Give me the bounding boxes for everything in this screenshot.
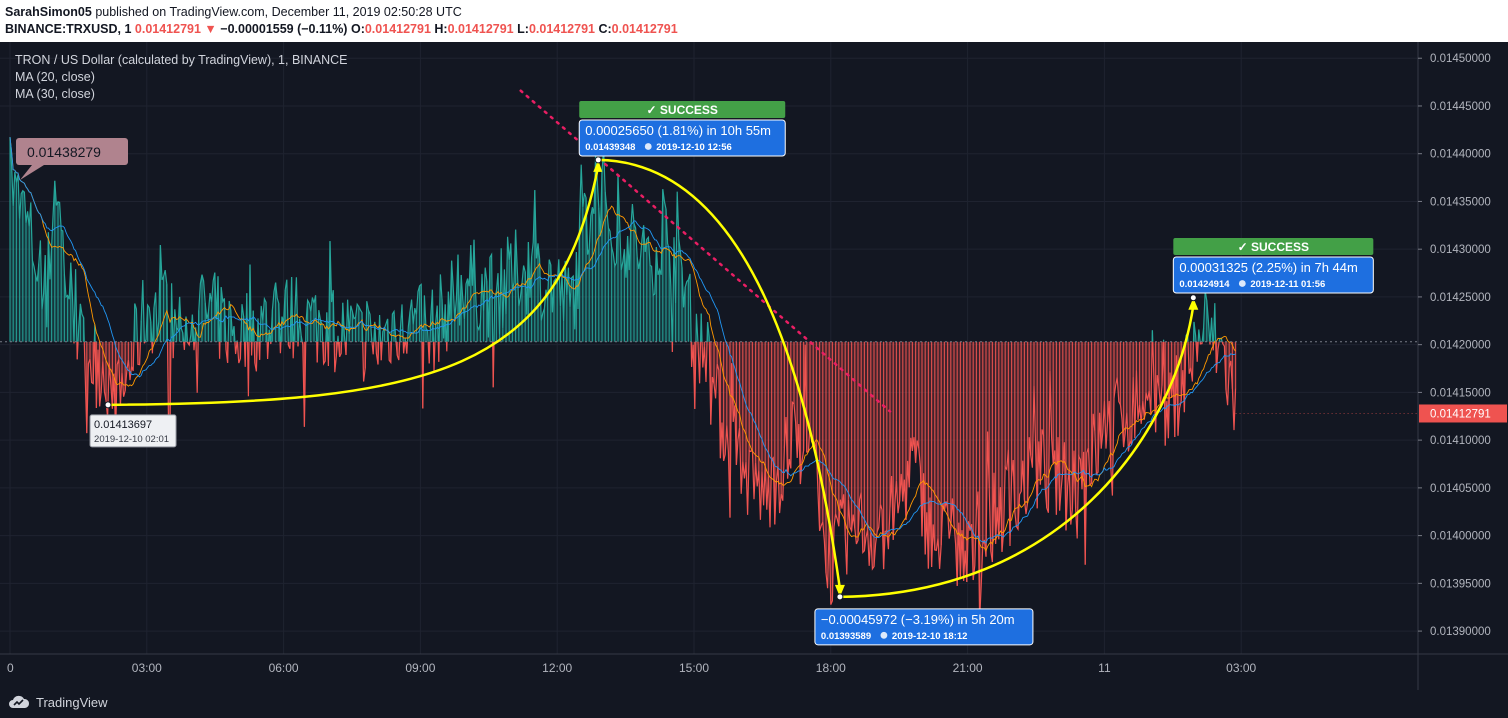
clock-icon [880, 631, 888, 639]
x-tick-label: 18:00 [816, 661, 846, 675]
bottom-measure-text: −0.00045972 (−3.19%) in 5h 20m [821, 612, 1015, 627]
price-line-up [9, 137, 1223, 342]
bottom-measure-box[interactable] [814, 608, 1034, 646]
time-axis: 0 03:00 06:00 09:00 12:00 15:00 18:00 21:00 11 03… [7, 661, 1257, 675]
end-measure-box[interactable] [1172, 256, 1374, 294]
low-point-price: 0.01413697 [94, 419, 152, 431]
annotations: 0.01438279 0.01413697 2019-12-10 02:01 ✓ SU… [16, 89, 1418, 646]
baseline-fills [10, 137, 1236, 620]
y-tick-label: 0.01420000 [1430, 340, 1491, 352]
low-value: 0.01412791 [528, 22, 595, 36]
chart-area[interactable]: 0.01438279 0.01413697 2019-12-10 02:01 ✓ SU… [0, 42, 1508, 690]
high-label: H: [434, 22, 448, 36]
author-name[interactable]: SarahSimon05 [5, 5, 92, 19]
price-axis: 0.01390000 0.01395000 0.01400000 0.01405000… [1418, 53, 1507, 638]
bottom-measure-date: 2019-12-10 18:12 [892, 631, 968, 642]
callout-pointer [20, 165, 44, 180]
legend-ma30[interactable]: MA (30, close) [15, 87, 95, 101]
x-tick-label: 03:00 [132, 661, 162, 675]
low-label: L: [517, 22, 529, 36]
price-line-down [73, 341, 1237, 621]
low-point-label[interactable] [89, 414, 177, 448]
open-label: O: [350, 22, 365, 36]
x-tick-label: 12:00 [542, 661, 572, 675]
published-text: published on TradingView.com, December 1… [91, 5, 462, 19]
peak-success-badge[interactable] [579, 101, 786, 118]
y-tick-label: 0.01430000 [1430, 244, 1491, 256]
y-tick-label: 0.01400000 [1430, 531, 1491, 543]
arc-bottom-to-end [839, 305, 1195, 599]
anchor-point[interactable] [1189, 294, 1197, 302]
legend-ma20[interactable]: MA (20, close) [15, 70, 95, 84]
publish-header: SarahSimon05 published on TradingView.co… [0, 0, 1508, 42]
anchor-point[interactable] [594, 156, 602, 164]
high-price-callout[interactable] [16, 138, 128, 165]
price-change: −0.00001559 (−0.11%) [220, 22, 348, 36]
end-measure-date: 2019-12-11 01:56 [1250, 279, 1325, 290]
open-value: 0.01412791 [364, 22, 431, 36]
down-arrow-icon: ▼ [204, 22, 217, 36]
end-measure-sub: 0.01424914 [1179, 279, 1230, 290]
publish-info: SarahSimon05 published on TradingView.co… [5, 5, 462, 19]
anchor-point[interactable] [836, 593, 844, 601]
arrow-up-icon [593, 159, 603, 172]
last-price: 0.01412791 [134, 22, 201, 36]
down-area-fill [10, 341, 1236, 620]
price-chart[interactable]: 0.01438279 0.01413697 2019-12-10 02:01 ✓ SU… [0, 42, 1508, 690]
clock-icon [1238, 280, 1246, 287]
y-tick-label: 0.01410000 [1430, 435, 1491, 447]
arrow-down-icon [834, 584, 845, 597]
x-tick-label: 09:00 [405, 661, 435, 675]
ma30-line [9, 137, 1236, 544]
legend-title: TRON / US Dollar (calculated by TradingV… [15, 53, 348, 67]
footer: TradingView [0, 690, 1508, 718]
y-tick-label: 0.01425000 [1430, 292, 1491, 304]
y-tick-label: 0.01405000 [1430, 483, 1491, 495]
close-label: C: [598, 22, 612, 36]
ohlc-line: BINANCE:TRXUSD, 1 0.01412791 ▼ −0.000015… [5, 22, 678, 36]
clock-icon [644, 143, 652, 150]
x-tick-label: 11 [1098, 661, 1111, 675]
peak-measure-text: 0.00025650 (1.81%) in 10h 55m [585, 123, 771, 138]
end-success-text: ✓ SUCCESS [1238, 240, 1309, 254]
grid-lines [0, 42, 1418, 654]
x-tick-label: 03:00 [1226, 661, 1256, 675]
chart-legend: TRON / US Dollar (calculated by TradingV… [15, 53, 348, 101]
x-tick-label: 15:00 [679, 661, 709, 675]
x-tick-label: 0 [7, 661, 14, 675]
high-price-value: 0.01438279 [27, 144, 101, 160]
y-tick-label: 0.01440000 [1430, 149, 1491, 161]
anchor-point[interactable] [104, 401, 112, 409]
arrow-up-icon [1188, 297, 1199, 310]
tradingview-logo[interactable]: TradingView [8, 694, 108, 710]
y-tick-label: 0.01390000 [1430, 626, 1491, 638]
bottom-measure-sub: 0.01393589 [821, 631, 871, 642]
arc-peak-to-bottom [598, 158, 842, 589]
price-series [9, 137, 1237, 621]
peak-success-text: ✓ SUCCESS [647, 103, 718, 117]
high-value: 0.01412791 [447, 22, 514, 36]
end-success-badge[interactable] [1173, 238, 1374, 255]
peak-measure-date: 2019-12-10 12:56 [656, 142, 732, 153]
y-tick-label: 0.01435000 [1430, 196, 1491, 208]
x-tick-label: 21:00 [953, 661, 983, 675]
current-price-tag[interactable] [1419, 404, 1507, 423]
close-value: 0.01412791 [611, 22, 678, 36]
arc-low-to-peak [108, 165, 600, 407]
end-measure-text: 0.00031325 (2.25%) in 7h 44m [1179, 260, 1358, 275]
peak-measure-sub: 0.01439348 [585, 142, 635, 153]
tradingview-cloud-icon [9, 695, 30, 708]
brand-name: TradingView [36, 694, 108, 710]
current-price-value: 0.01412791 [1430, 408, 1491, 420]
y-tick-label: 0.01445000 [1430, 101, 1491, 113]
y-tick-label: 0.01395000 [1430, 578, 1491, 590]
peak-measure-box[interactable] [578, 119, 786, 157]
up-area-fill [10, 137, 1223, 342]
x-tick-label: 06:00 [269, 661, 299, 675]
low-point-time: 2019-12-10 02:01 [94, 434, 169, 445]
y-tick-label: 0.01415000 [1430, 387, 1491, 399]
y-tick-label: 0.01450000 [1430, 53, 1491, 65]
symbol-label: BINANCE:TRXUSD, 1 [5, 22, 132, 36]
